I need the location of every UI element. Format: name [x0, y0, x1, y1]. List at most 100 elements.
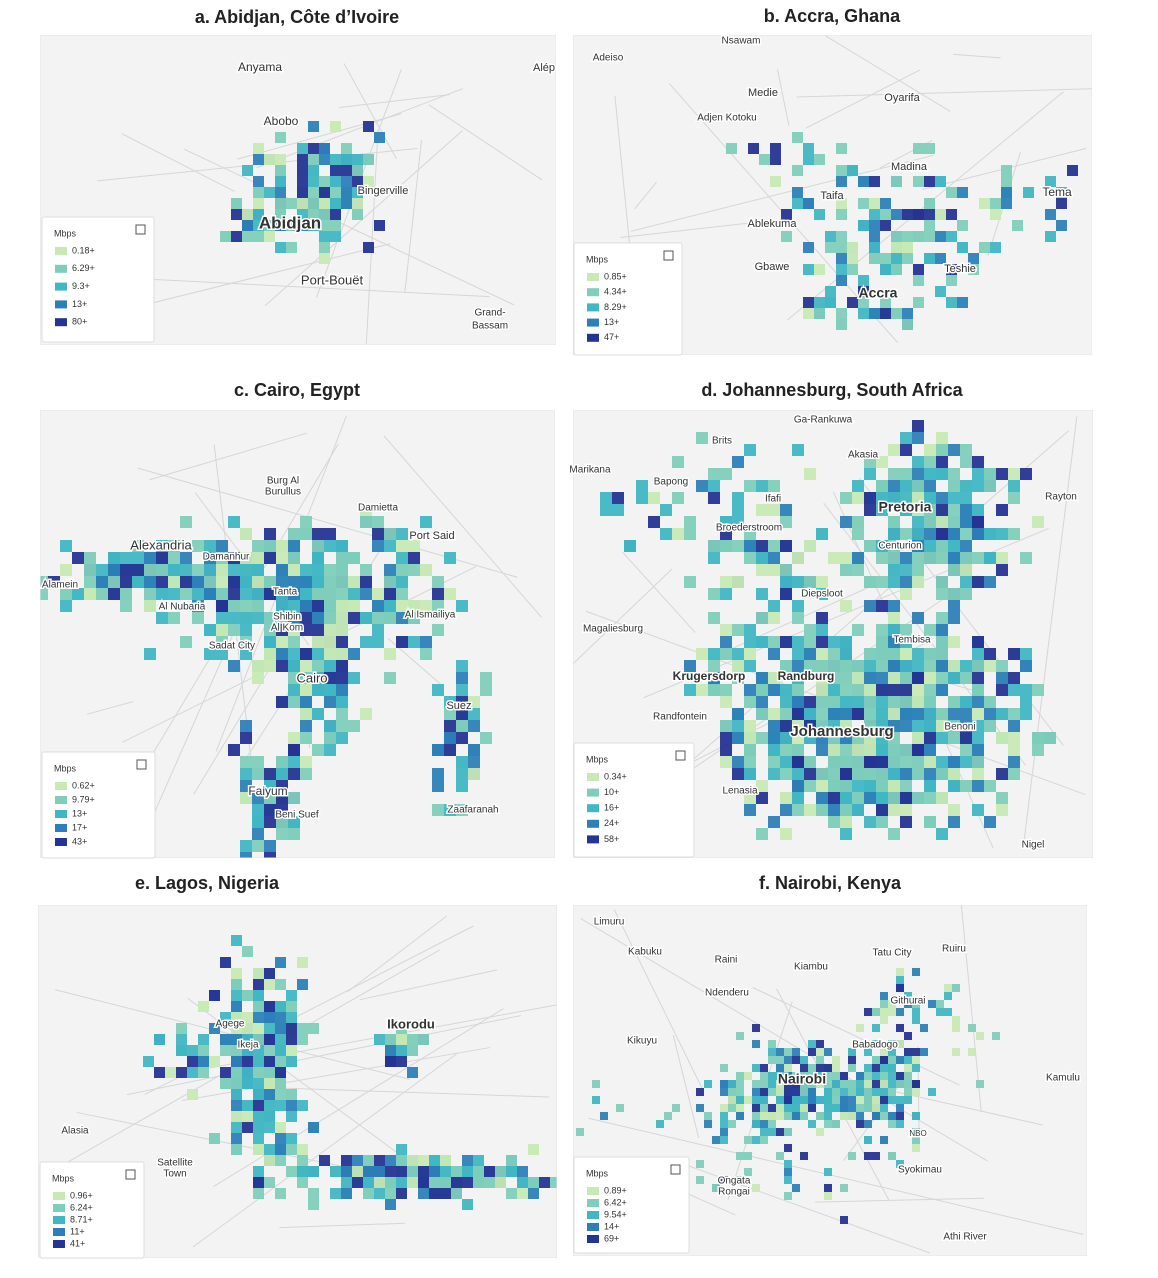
- tile: [744, 804, 756, 816]
- tile: [308, 154, 319, 165]
- tile: [990, 209, 1001, 220]
- tile: [264, 636, 276, 648]
- tile: [708, 540, 720, 552]
- road: [824, 35, 951, 112]
- tile: [924, 516, 936, 528]
- tile: [900, 624, 912, 636]
- tile: [896, 1160, 904, 1168]
- tile: [900, 816, 912, 828]
- tile: [816, 744, 828, 756]
- tile: [456, 708, 468, 720]
- tile: [990, 242, 1001, 253]
- tile: [784, 1056, 792, 1064]
- tile: [120, 600, 132, 612]
- tile: [72, 588, 84, 600]
- road: [183, 148, 515, 306]
- road: [620, 218, 783, 239]
- tile: [924, 468, 936, 480]
- tile: [253, 176, 264, 187]
- tile: [264, 231, 275, 242]
- tile: [832, 1056, 840, 1064]
- tile: [828, 552, 840, 564]
- tile: [732, 768, 744, 780]
- tile: [792, 1104, 800, 1112]
- tile: [132, 576, 144, 588]
- tile: [363, 1177, 374, 1188]
- tile: [825, 297, 836, 308]
- tile: [836, 176, 847, 187]
- tile: [319, 220, 330, 231]
- tile: [324, 660, 336, 672]
- tile: [828, 732, 840, 744]
- place-label: Kikuyu: [627, 1036, 657, 1047]
- tile: [708, 648, 720, 660]
- tile: [912, 432, 924, 444]
- tile: [896, 1112, 904, 1120]
- tile: [904, 1072, 912, 1080]
- tile: [832, 1088, 840, 1096]
- tile: [220, 231, 231, 242]
- tile: [808, 1096, 816, 1104]
- tile: [768, 564, 780, 576]
- tile: [297, 198, 308, 209]
- tile: [880, 1064, 888, 1072]
- legend-icon: [663, 250, 674, 261]
- tile: [144, 552, 156, 564]
- tile: [984, 816, 996, 828]
- tile: [952, 1016, 960, 1024]
- legend-label: 8.71+: [70, 1214, 93, 1224]
- tile: [297, 957, 308, 968]
- tile: [240, 780, 252, 792]
- tile: [935, 209, 946, 220]
- place-label: Agege: [216, 1019, 245, 1030]
- tile: [600, 1112, 608, 1120]
- tile: [900, 792, 912, 804]
- tile: [792, 1088, 800, 1096]
- tile: [308, 187, 319, 198]
- tile: [888, 1064, 896, 1072]
- tile: [996, 468, 1008, 480]
- tile: [888, 480, 900, 492]
- tile: [948, 660, 960, 672]
- tile: [972, 756, 984, 768]
- road: [87, 701, 134, 715]
- tile: [876, 540, 888, 552]
- road: [672, 1035, 700, 1138]
- tile: [816, 792, 828, 804]
- tile: [756, 696, 768, 708]
- tile: [816, 672, 828, 684]
- tile: [876, 552, 888, 564]
- tile: [912, 660, 924, 672]
- tile: [900, 588, 912, 600]
- tile: [242, 1034, 253, 1045]
- tile: [96, 588, 108, 600]
- tile: [156, 588, 168, 600]
- tile: [275, 187, 286, 198]
- tile: [912, 1064, 920, 1072]
- tile: [180, 576, 192, 588]
- place-label: Broederstroom: [716, 523, 782, 534]
- tile: [880, 297, 891, 308]
- tile: [957, 242, 968, 253]
- tile: [312, 564, 324, 576]
- tile: [440, 1155, 451, 1166]
- place-label: Town: [163, 1169, 186, 1180]
- tile: [848, 1112, 856, 1120]
- tile: [330, 187, 341, 198]
- tile: [756, 792, 768, 804]
- tile: [996, 504, 1008, 516]
- tile: [420, 648, 432, 660]
- tile: [792, 444, 804, 456]
- tile: [824, 1168, 832, 1176]
- place-label: Johannesburg: [790, 723, 893, 740]
- tile: [936, 504, 948, 516]
- tile: [708, 492, 720, 504]
- tile: [814, 209, 825, 220]
- tile: [768, 600, 780, 612]
- tile: [924, 768, 936, 780]
- tile: [253, 1056, 264, 1067]
- tile: [216, 552, 228, 564]
- tile: [264, 540, 276, 552]
- tile: [858, 198, 869, 209]
